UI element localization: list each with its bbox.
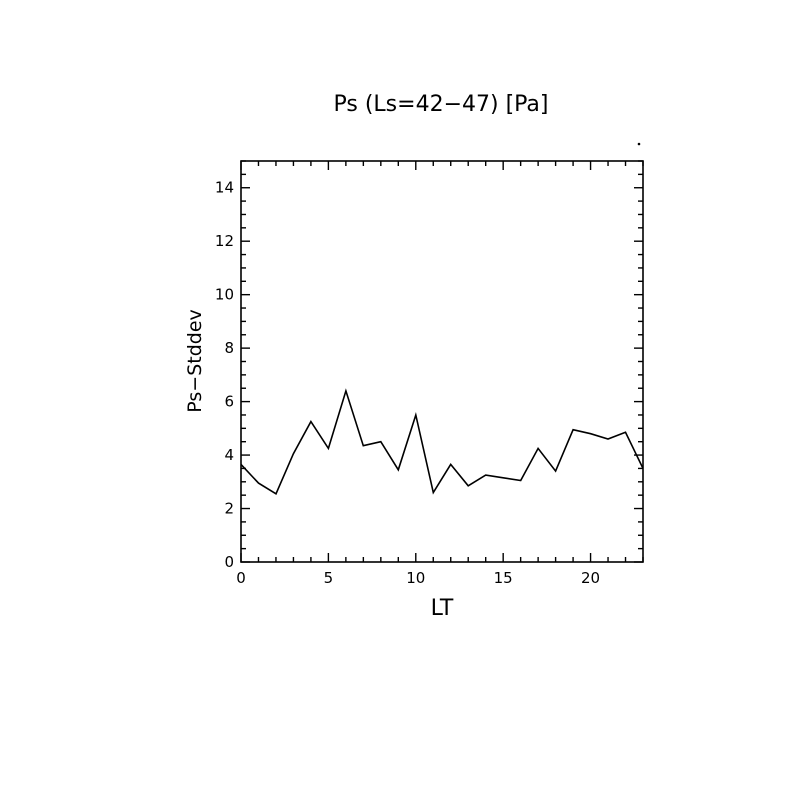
chart-title: Ps (Ls=42−47) [Pa]: [334, 92, 549, 117]
y-tick-label: 4: [224, 446, 234, 464]
x-axis-label: LT: [431, 596, 454, 621]
y-tick-label: 12: [215, 232, 234, 250]
series-layer: [241, 391, 643, 494]
y-tick-label: 14: [215, 179, 234, 197]
series-line: [241, 391, 643, 494]
y-tick-label: 6: [224, 393, 234, 411]
x-tick-label: 0: [236, 569, 246, 587]
x-tick-label: 15: [494, 569, 513, 587]
axis-ticks: [241, 161, 643, 562]
tick-labels: 0 5 10 15 20 0 2 4 6 8 10 12 14: [215, 179, 600, 587]
x-tick-label: 20: [581, 569, 600, 587]
plot-frame: [241, 161, 643, 562]
y-tick-label: 8: [224, 339, 234, 357]
x-tick-label: 10: [406, 569, 425, 587]
y-axis-label: Ps−Stddev: [184, 309, 206, 413]
y-tick-label: 0: [224, 553, 234, 571]
y-tick-label: 10: [215, 286, 234, 304]
y-tick-label: 2: [224, 500, 234, 518]
x-tick-label: 5: [324, 569, 334, 587]
corner-dot: [638, 143, 641, 146]
